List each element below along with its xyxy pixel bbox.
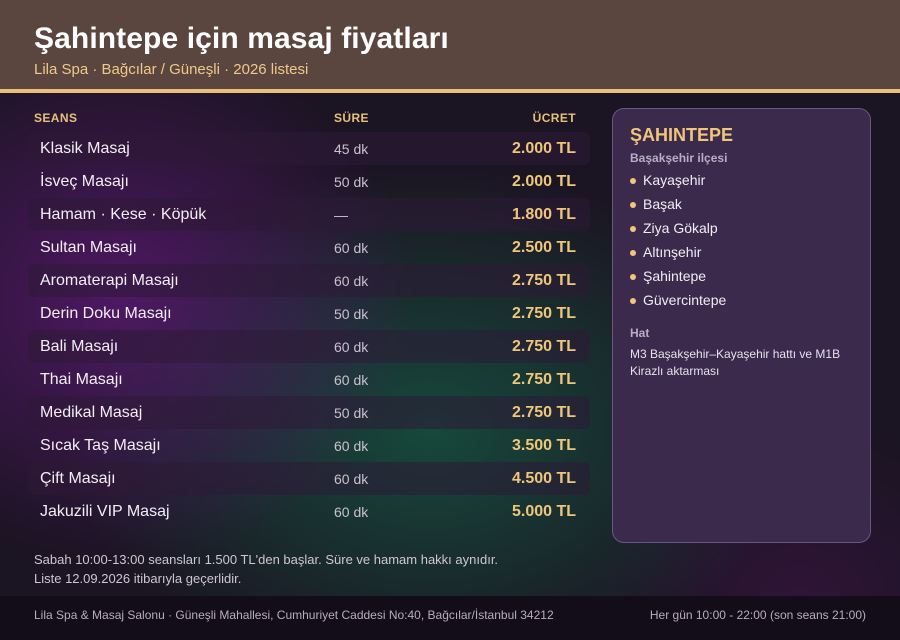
price-list: Klasik Masaj 45 dk 2.000 TL İsveç Masajı… [28, 132, 590, 528]
opening-hours: Her gün 10:00 - 22:00 (son seans 21:00) [649, 608, 866, 622]
service-price: 3.500 TL [511, 437, 576, 454]
service-duration: 60 dk [334, 372, 369, 388]
bullet-icon [630, 274, 636, 280]
business-address: Lila Spa & Masaj Salonu · Güneşli Mahall… [34, 608, 554, 622]
neighborhood-item: Şahintepe [630, 265, 726, 289]
page-header: Şahintepe için masaj fiyatları Lila Spa … [0, 0, 900, 93]
bullet-icon [630, 178, 636, 184]
service-price: 2.750 TL [511, 404, 576, 421]
service-price: 2.750 TL [511, 305, 576, 322]
neighborhood-name: Ziya Gökalp [643, 220, 718, 236]
service-duration: 50 dk [334, 306, 369, 322]
column-header-price: ÜCRET [532, 111, 576, 125]
price-row: Derin Doku Masajı 50 dk 2.750 TL [28, 297, 590, 330]
district-label: Başakşehir ilçesi [630, 151, 728, 165]
service-name: Bali Masajı [40, 338, 119, 355]
service-name: Derin Doku Masajı [40, 305, 172, 322]
neighborhood-item: Ziya Gökalp [630, 217, 726, 241]
column-header-session: SEANS [34, 111, 78, 125]
bullet-icon [630, 226, 636, 232]
service-name: Jakuzili VIP Masaj [40, 503, 170, 520]
neighborhood-name: Şahintepe [643, 268, 707, 284]
price-row: Medikal Masaj 50 dk 2.750 TL [28, 396, 590, 429]
service-price: 2.000 TL [511, 173, 576, 190]
service-name: Çift Masajı [40, 470, 116, 487]
service-duration: — [334, 207, 348, 223]
price-row: Çift Masajı 60 dk 4.500 TL [28, 462, 590, 495]
service-name: Sultan Masajı [40, 239, 137, 256]
price-row: Klasik Masaj 45 dk 2.000 TL [28, 132, 590, 165]
price-row: Sıcak Taş Masajı 60 dk 3.500 TL [28, 429, 590, 462]
service-duration: 60 dk [334, 240, 369, 256]
service-price: 2.750 TL [511, 272, 576, 289]
service-duration: 45 dk [334, 141, 369, 157]
note-validity-date: Liste 12.09.2026 itibarıyla geçerlidir. [34, 571, 242, 586]
bullet-icon [630, 298, 636, 304]
page-title: Şahintepe için masaj fiyatları [34, 22, 449, 55]
neighborhood-name: Başak [643, 196, 682, 212]
service-duration: 60 dk [334, 273, 369, 289]
service-duration: 50 dk [334, 174, 369, 190]
price-row: Sultan Masajı 60 dk 2.500 TL [28, 231, 590, 264]
service-name: Medikal Masaj [40, 404, 143, 421]
service-price: 4.500 TL [511, 470, 576, 487]
transit-label: Hat [630, 326, 650, 340]
page-subtitle: Lila Spa · Bağcılar / Güneşli · 2026 lis… [34, 61, 309, 78]
price-row: Bali Masajı 60 dk 2.750 TL [28, 330, 590, 363]
price-row: Thai Masajı 60 dk 2.750 TL [28, 363, 590, 396]
neighborhood-item: Güvercintepe [630, 289, 726, 313]
service-price: 2.750 TL [511, 338, 576, 355]
bullet-icon [630, 250, 636, 256]
service-price: 5.000 TL [511, 503, 576, 520]
neighborhood-item: Altınşehir [630, 241, 726, 265]
service-price: 1.800 TL [511, 206, 576, 223]
note-morning-sessions: Sabah 10:00-13:00 seansları 1.500 TL'den… [34, 552, 499, 567]
service-name: Hamam · Kese · Köpük [40, 206, 207, 223]
service-duration: 60 dk [334, 438, 369, 454]
price-row: Hamam · Kese · Köpük — 1.800 TL [28, 198, 590, 231]
location-panel: ŞAHINTEPE Başakşehir ilçesi Kayaşehir Ba… [612, 108, 871, 543]
neighborhood-item: Kayaşehir [630, 169, 726, 193]
service-name: İsveç Masajı [40, 173, 129, 190]
neighborhood-name: Altınşehir [643, 244, 702, 260]
service-name: Aromaterapi Masajı [40, 272, 179, 289]
price-notes: Sabah 10:00-13:00 seansları 1.500 TL'den… [34, 550, 498, 588]
neighborhood-item: Başak [630, 193, 726, 217]
price-row: Aromaterapi Masajı 60 dk 2.750 TL [28, 264, 590, 297]
service-price: 2.000 TL [511, 140, 576, 157]
service-duration: 50 dk [334, 405, 369, 421]
column-header-duration: SÜRE [334, 111, 369, 125]
service-duration: 60 dk [334, 339, 369, 355]
neighborhood-list: Kayaşehir Başak Ziya Gökalp Altınşehir Ş… [630, 169, 726, 313]
location-title: ŞAHINTEPE [630, 125, 734, 145]
service-duration: 60 dk [334, 471, 369, 487]
neighborhood-name: Güvercintepe [643, 292, 727, 308]
transit-info: M3 Başakşehir–Kayaşehir hattı ve M1B Kir… [630, 347, 841, 378]
service-name: Thai Masajı [40, 371, 123, 388]
price-row: İsveç Masajı 50 dk 2.000 TL [28, 165, 590, 198]
service-price: 2.750 TL [511, 371, 576, 388]
service-price: 2.500 TL [511, 239, 576, 256]
page-footer: Lila Spa & Masaj Salonu · Güneşli Mahall… [0, 596, 900, 640]
neighborhood-name: Kayaşehir [643, 172, 706, 188]
service-name: Klasik Masaj [40, 140, 130, 157]
bullet-icon [630, 202, 636, 208]
service-name: Sıcak Taş Masajı [40, 437, 161, 454]
service-duration: 60 dk [334, 504, 369, 520]
price-row: Jakuzili VIP Masaj 60 dk 5.000 TL [28, 495, 590, 528]
